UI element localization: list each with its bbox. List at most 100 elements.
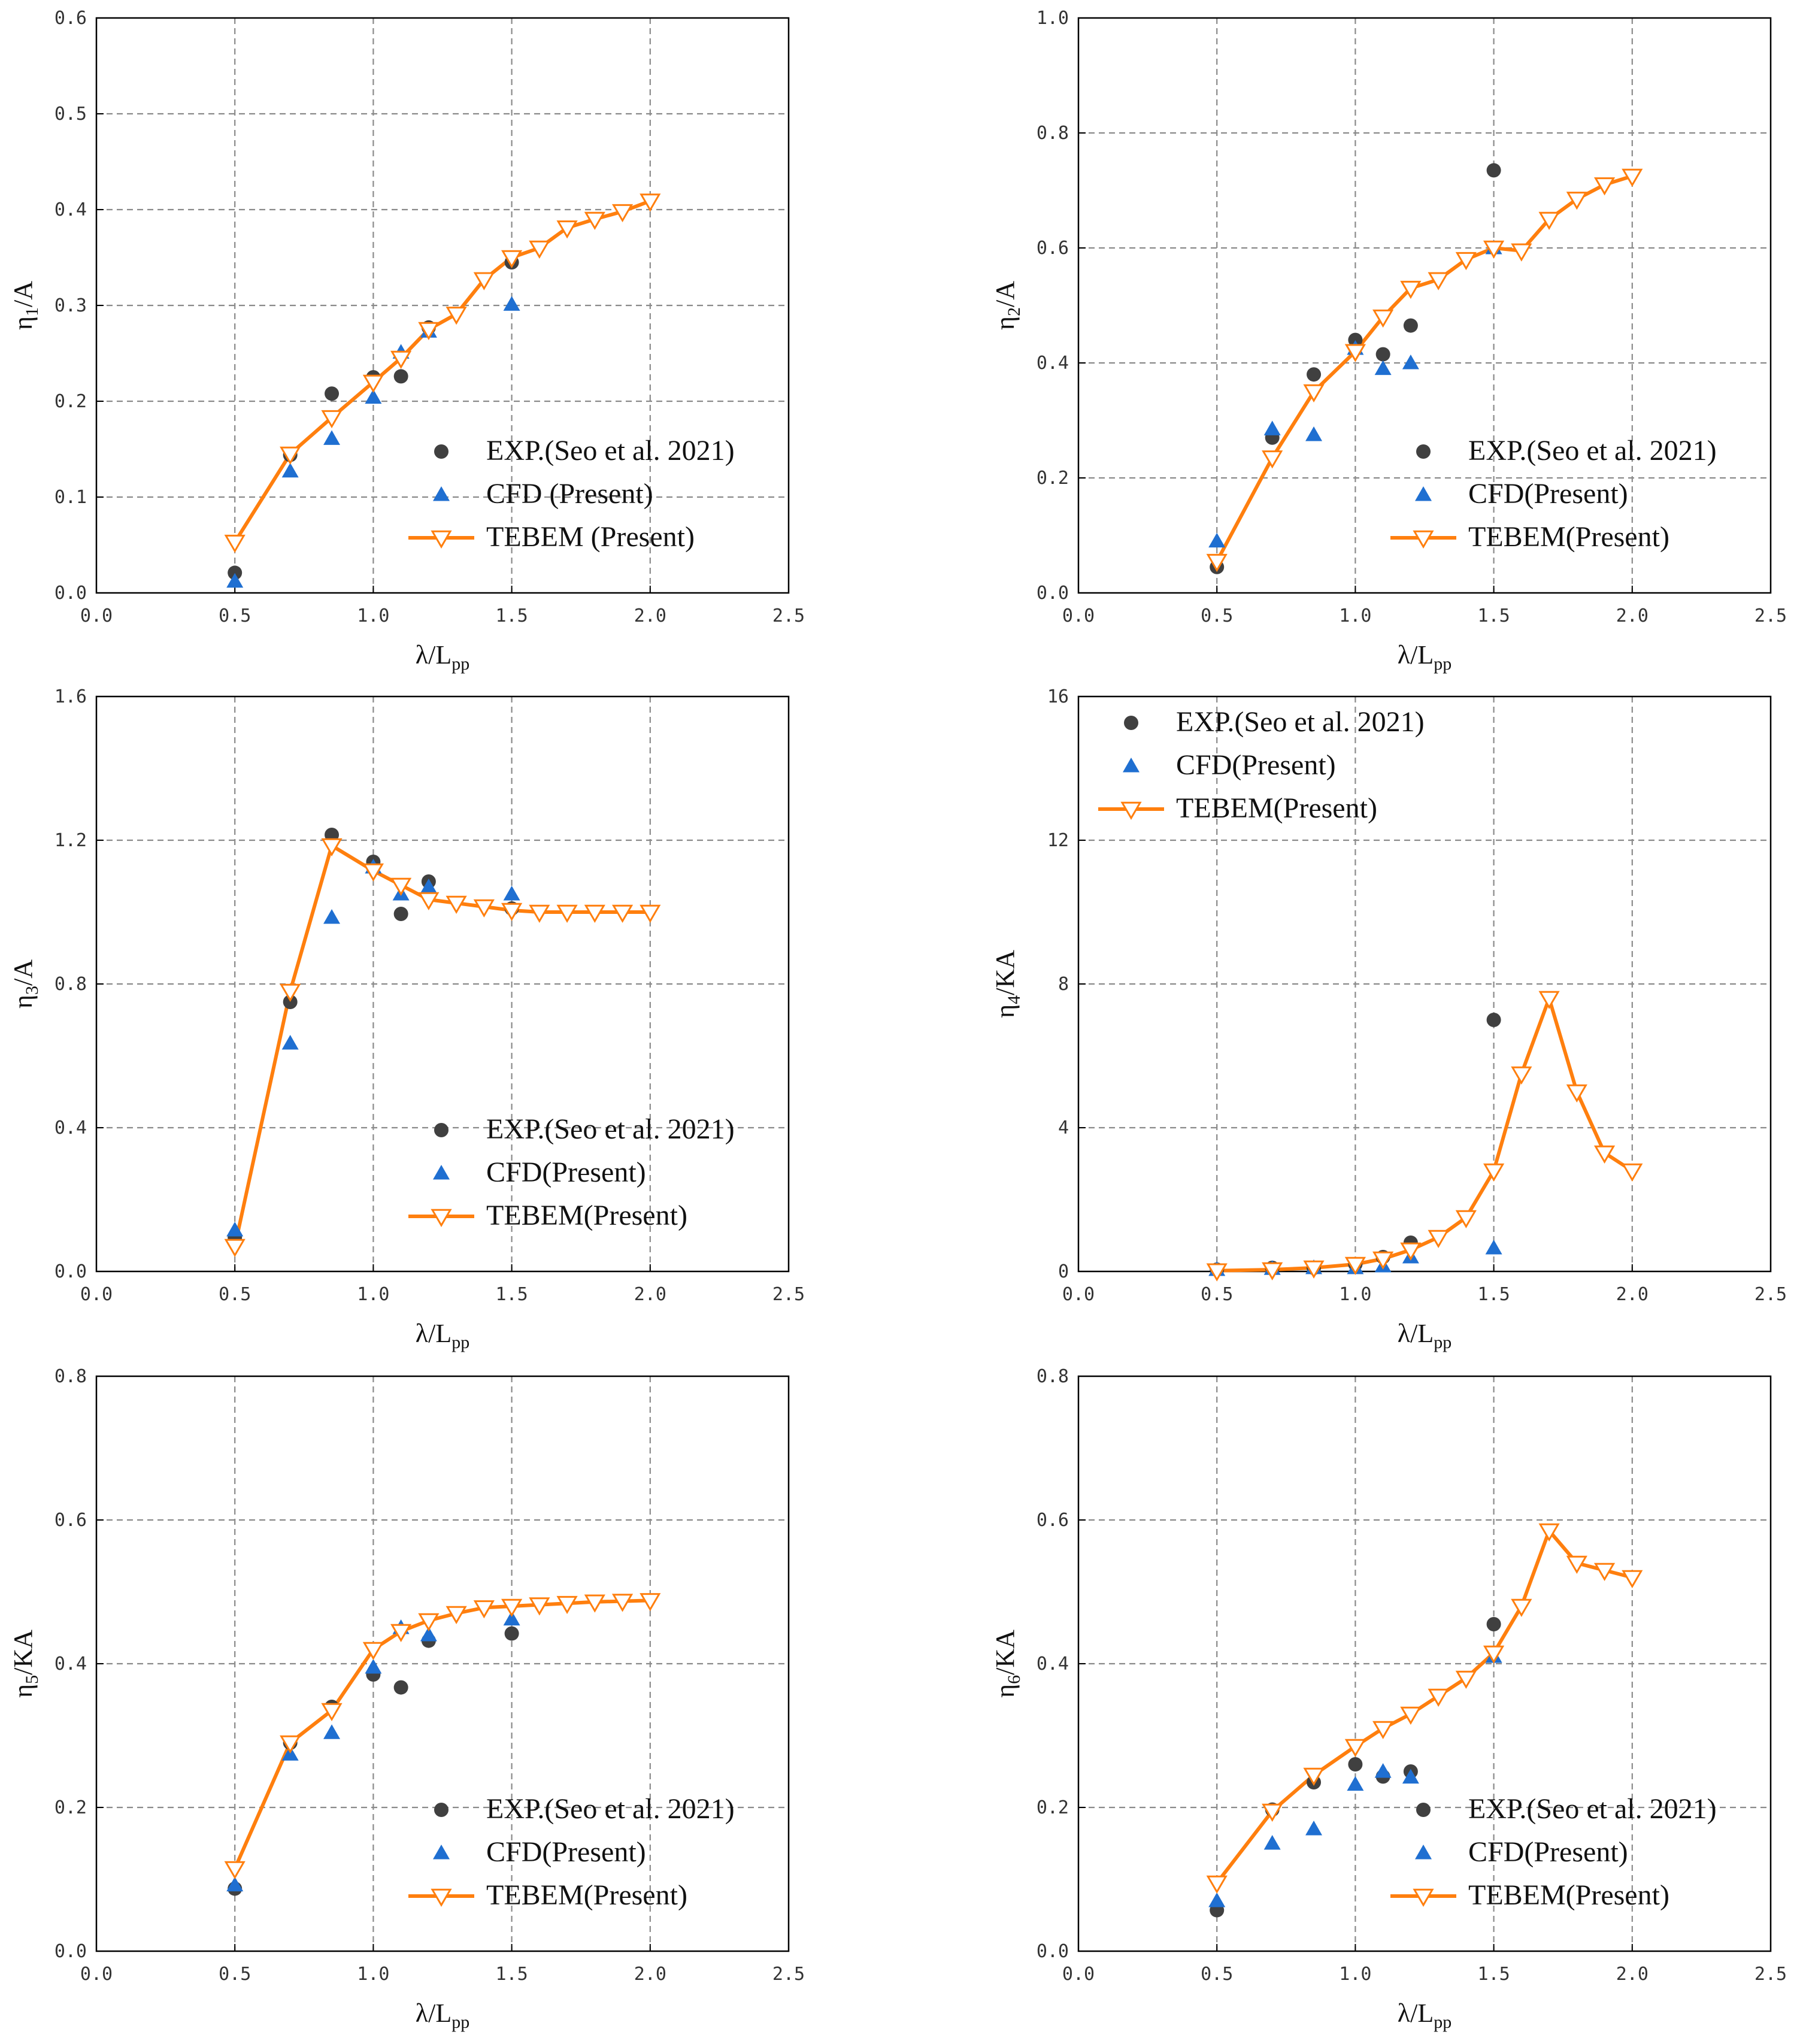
- x-tick-label: 0.5: [1201, 605, 1233, 626]
- x-tick-label: 0.5: [1201, 1964, 1233, 1985]
- tebem-point: [1593, 1562, 1616, 1581]
- tebem-point: [529, 1597, 550, 1616]
- tebem-point: [1566, 192, 1587, 210]
- x-tick-label: 2.0: [634, 1964, 666, 1985]
- tebem-point: [1372, 1721, 1394, 1739]
- tebem-point: [224, 534, 246, 553]
- tebem-point: [1400, 1706, 1422, 1725]
- tebem-point: [280, 983, 301, 1002]
- x-tick-label: 0.5: [219, 1284, 251, 1305]
- legend-label: TEBEM(Present): [1468, 1879, 1669, 1911]
- legend-exp-marker: [434, 1803, 449, 1817]
- legend-tebem-marker: [1413, 530, 1434, 549]
- tebem-point: [640, 904, 661, 923]
- chart-panel-e: 0.0 0.5 1.0 1.5 2.0 2.5 0.0 0.2 0.4 0.6 0.8 λ/Lpp η5…: [8, 1366, 805, 2032]
- exp-point: [393, 907, 408, 921]
- tebem-point: [584, 211, 605, 230]
- legend-label: CFD(Present): [1468, 478, 1628, 510]
- tebem-point: [1622, 1163, 1643, 1182]
- exp-point: [393, 1680, 408, 1695]
- tebem-point: [501, 1598, 523, 1617]
- exp-point: [1307, 367, 1322, 382]
- tebem-point: [1538, 211, 1560, 230]
- cfd-point: [503, 886, 520, 901]
- cfd-point: [323, 909, 341, 924]
- tebem-point: [1344, 344, 1366, 362]
- chart-panel-b: 0.0 0.5 1.0 1.5 2.0 2.5 0.0 0.2 0.4 0.6 0.8 1.0 λ/Lp…: [990, 8, 1787, 674]
- exp-point: [283, 995, 298, 1009]
- cfd-point: [365, 1659, 382, 1674]
- legend-label: TEBEM(Present): [1468, 521, 1669, 553]
- legend-tebem-marker: [1413, 1888, 1434, 1907]
- cfd-point: [1402, 1769, 1419, 1784]
- x-tick-label: 1.5: [1478, 1284, 1510, 1305]
- y-tick-label: 0.5: [54, 104, 87, 125]
- x-tick-label: 2.5: [1754, 1964, 1787, 1985]
- x-axis-label: λ/Lpp: [1398, 640, 1452, 674]
- tebem-point: [1400, 280, 1422, 299]
- tebem-point: [1483, 1645, 1505, 1664]
- cfd-point: [420, 1627, 437, 1642]
- y-tick-label: 16: [1047, 686, 1069, 707]
- tebem-point: [611, 204, 634, 223]
- chart-panel-d: 0.0 0.5 1.0 1.5 2.0 2.5 0 4 8 12 16 λ/Lpp η4/KA EXP.(…: [990, 686, 1787, 1352]
- tebem-point: [1344, 1256, 1366, 1275]
- x-tick-label: 1.0: [1339, 1964, 1371, 1985]
- tebem-point: [1400, 1242, 1422, 1261]
- tebem-point: [362, 863, 384, 882]
- legend-label: CFD(Present): [486, 1156, 646, 1188]
- exp-point: [504, 1626, 519, 1641]
- x-tick-label: 0.0: [80, 1284, 113, 1305]
- x-tick-label: 2.0: [1616, 605, 1649, 626]
- y-tick-label: 0.4: [54, 199, 87, 220]
- tebem-point: [501, 903, 523, 921]
- x-tick-label: 0.0: [1062, 1964, 1095, 1985]
- y-tick-label: 4: [1058, 1118, 1069, 1138]
- x-tick-label: 0.0: [1062, 605, 1095, 626]
- y-tick-label: 0.6: [1037, 1510, 1069, 1531]
- y-tick-label: 1.6: [54, 686, 87, 707]
- legend-label: EXP.(Seo et al. 2021): [486, 435, 735, 467]
- x-tick-label: 2.5: [1754, 605, 1787, 626]
- cfd-point: [1208, 532, 1226, 548]
- x-tick-label: 1.5: [1478, 1964, 1510, 1985]
- cfd-point: [503, 296, 520, 311]
- legend-label: EXP.(Seo et al. 2021): [486, 1793, 735, 1825]
- x-tick-label: 1.5: [496, 605, 528, 626]
- legend-cfd-marker: [433, 1845, 450, 1860]
- chart-panel-f: 0.0 0.5 1.0 1.5 2.0 2.5 0.0 0.2 0.4 0.6 0.8 λ/Lpp η6…: [990, 1366, 1787, 2032]
- y-axis-label: η3/A: [8, 959, 42, 1009]
- x-tick-label: 1.5: [496, 1964, 528, 1985]
- tebem-point: [224, 1861, 246, 1879]
- tebem-point: [280, 446, 301, 465]
- cfd-point: [365, 389, 382, 404]
- y-axis-label: η5/KA: [8, 1630, 42, 1698]
- x-axis-label: λ/Lpp: [1398, 1319, 1452, 1352]
- cfd-point: [1485, 1240, 1502, 1255]
- y-tick-label: 0.0: [1037, 583, 1069, 604]
- exp-point: [1375, 347, 1390, 362]
- x-tick-label: 2.5: [772, 1964, 805, 1985]
- legend-label: TEBEM(Present): [486, 1879, 687, 1911]
- y-tick-label: 0.4: [54, 1118, 87, 1138]
- x-tick-label: 1.0: [1339, 605, 1371, 626]
- tebem-point: [1303, 1767, 1325, 1786]
- y-tick-label: 0.0: [54, 583, 87, 604]
- plot-frame: [1077, 17, 1772, 594]
- legend-label: CFD (Present): [486, 478, 653, 510]
- x-tick-label: 0.5: [219, 1964, 251, 1985]
- x-tick-label: 2.0: [1616, 1284, 1649, 1305]
- legend-cfd-marker: [433, 486, 450, 501]
- cfd-point: [281, 462, 299, 478]
- legend-tebem-marker: [431, 530, 452, 549]
- cfd-point: [1374, 360, 1392, 376]
- y-tick-label: 0.2: [54, 391, 87, 412]
- tebem-point: [640, 193, 661, 212]
- tebem-point: [1566, 1555, 1587, 1574]
- cfd-point: [1208, 1892, 1226, 1907]
- tebem-point: [362, 374, 384, 393]
- x-tick-label: 0.5: [1201, 1284, 1233, 1305]
- x-tick-label: 1.0: [357, 1284, 389, 1305]
- tebem-point: [1372, 309, 1394, 328]
- x-tick-label: 0.0: [1062, 1284, 1095, 1305]
